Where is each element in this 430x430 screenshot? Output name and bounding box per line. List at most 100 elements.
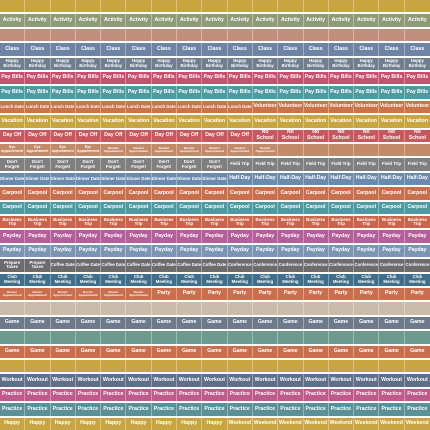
sticker-label: Volunteer [329,100,355,114]
sticker-label: Volunteer [379,100,405,114]
sticker-label: Game [379,345,405,358]
sticker-label: Carpool [126,201,152,214]
sticker-label [126,360,152,373]
sticker-label [25,28,51,42]
sticker-label: Carpool [177,201,203,214]
sticker-label [51,0,76,13]
sticker-strip [0,360,430,373]
sticker-label: Payday [354,230,380,243]
sticker-label: No School [354,129,380,142]
sticker-label [354,28,380,42]
sticker-strip: Prepare Taxes Prepare Taxes Coffee Date Cof… [0,259,430,272]
sticker-label: Class [253,43,279,56]
sticker-label: Lunch Date [0,100,26,114]
sticker-label: Carpool [51,201,76,214]
sticker-label: Carpool [76,201,102,214]
sticker-label [379,0,405,13]
sticker-strip: Lunch Date Lunch Date Lunch Date Lunch Date… [0,100,430,114]
sticker-label: Lunch Date [126,100,152,114]
sticker-label: No School [278,129,304,142]
sticker-label: Coffee Date [202,259,228,272]
sticker-label: Eye Appointment [25,144,51,157]
sticker-label: Payday [76,244,102,258]
sticker-label: Payday [278,244,304,258]
sticker-label [152,28,178,42]
sticker-label: Practice [101,403,127,416]
sticker-label: Carpool [0,187,26,200]
sticker-label: Field Trip [253,158,279,171]
sticker-label: Carpool [177,187,203,200]
sticker-label: Doctor Appointment [126,288,152,301]
sticker-label: Payday [228,230,253,243]
sticker-label: No School [379,129,405,142]
sticker-label: Activity [177,14,203,27]
sticker-label: Game [101,316,127,330]
sticker-label: Practice [253,403,279,416]
sticker-strip: Dinner Date Dinner Date Dinner Date Dinner … [0,172,430,186]
sticker-label: Pay Bills [202,86,228,99]
sticker-label [152,360,178,373]
sticker-label: Pay Bills [0,72,26,85]
sticker-label: Carpool [407,204,428,211]
sticker-label: Don't Forget! [202,158,228,171]
sticker-label: Pay Bills [76,72,102,85]
sticker-label: Business Trip [76,216,102,229]
sticker-label [228,302,253,315]
sticker-label: Pay Bills [228,86,253,99]
sticker-label: Pay Bills [354,72,380,85]
sticker-label: Practice [152,388,178,402]
sticker-label: Happy [152,417,178,430]
sticker-label: Practice [76,403,102,416]
sticker-label [25,302,51,315]
sticker-label: Activity [76,14,102,27]
sticker-label: Pay Bills [152,86,178,99]
sticker-label: Club Meeting [278,273,304,286]
sticker-label: Conference [304,259,329,272]
sticker-label: Payday [25,230,51,243]
sticker-label: Pay Bills [101,72,127,85]
sticker-label: Class [76,43,102,56]
sticker-label: Carpool [407,189,428,196]
sticker-label: Payday [25,244,51,258]
sticker-label: Practice [278,388,304,402]
sticker-label: Volunteer [304,100,329,114]
sticker-label: Happy [126,417,152,430]
sticker-label [405,29,430,41]
sticker-strip: Payday Payday Payday Payday Payday Payday Payd… [0,244,430,258]
sticker-label: Happy [76,417,102,430]
sticker-label: Pay Bills [304,86,329,99]
sticker-label: Carpool [25,187,51,200]
sticker-label [25,331,51,344]
sticker-label: Pay Bills [304,72,329,85]
sticker-label [304,360,329,373]
sticker-label: Vacation [379,115,405,128]
sticker-label [0,331,26,344]
sticker-label [101,302,127,315]
sticker-label: Class [354,43,380,56]
sticker-label: Payday [408,232,427,239]
sticker-label: Game [228,316,253,330]
sticker-label: Happy Birthday [76,57,102,70]
sticker-label: Payday [101,230,127,243]
sticker-label: Party [202,288,228,301]
sticker-label: Game [126,345,152,358]
sticker-label: Vacation [152,115,178,128]
sticker-label: Workout [76,374,102,387]
sticker-label: Practice [329,388,355,402]
sticker-label: Carpool [278,187,304,200]
sticker-label: Game [152,345,178,358]
sticker-label: Don't Forget! [101,158,127,171]
sticker-label: Happy Birthday [51,57,76,70]
sticker-label: Vacation [278,115,304,128]
sticker-label: Vacation [51,115,76,128]
sticker-label: Happy Birthday [408,58,427,68]
sticker-label: Don't Forget! [177,158,203,171]
sticker-label: Class [329,43,355,56]
sticker-label: Practice [51,403,76,416]
sticker-label: Weekend [304,417,329,430]
sticker-label: Vacation [25,115,51,128]
sticker-label: Weekend [354,417,380,430]
sticker-label: Lunch Date [177,100,203,114]
sticker-label: Dinner Date [126,172,152,186]
sticker-strip: Activity Activity Activity Activity Activity… [0,14,430,27]
